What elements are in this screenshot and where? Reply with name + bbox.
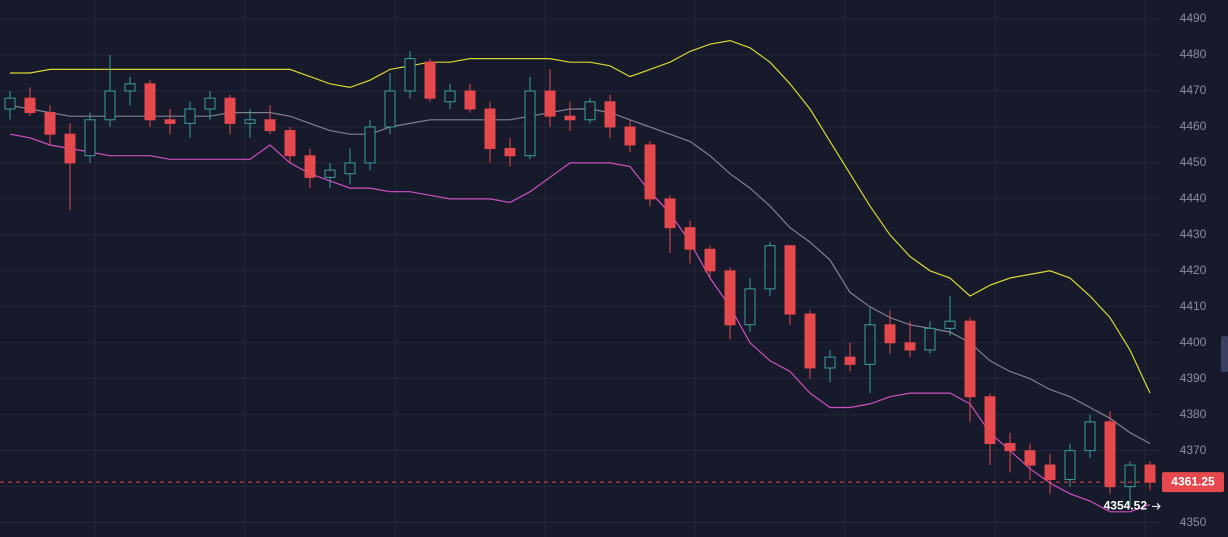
- candle-body: [1144, 464, 1156, 483]
- candle-body: [764, 245, 776, 290]
- last-price-label: 4361.25: [1171, 474, 1215, 488]
- last-price-box: [1162, 472, 1224, 493]
- band-line: [9, 104, 1151, 445]
- candle-body: [824, 356, 836, 369]
- y-tick-label: 4400: [1180, 335, 1207, 349]
- candle-body: [404, 58, 416, 92]
- y-tick-label: 4370: [1180, 443, 1207, 457]
- candle-body: [304, 155, 316, 178]
- y-tick-label: 4430: [1180, 227, 1207, 241]
- candle-body: [864, 324, 876, 365]
- candle-body: [1124, 464, 1136, 488]
- candle-body: [164, 119, 176, 124]
- candle-body: [324, 169, 336, 178]
- candle-body: [1024, 450, 1036, 466]
- candle-body: [624, 126, 636, 146]
- candle-body: [704, 248, 716, 272]
- candle-body: [724, 270, 736, 326]
- candle-body: [604, 101, 616, 128]
- candle-body: [964, 320, 976, 398]
- candle-body: [244, 119, 256, 124]
- candle-body: [384, 90, 396, 128]
- candle-body: [364, 126, 376, 164]
- band-line: [9, 133, 1151, 513]
- candle-body: [644, 144, 656, 200]
- y-tick-label: 4380: [1180, 407, 1207, 421]
- low-marker-label: 4354.52: [1104, 499, 1148, 513]
- candle-body: [284, 130, 296, 157]
- side-tab[interactable]: [1221, 336, 1228, 372]
- y-tick-label: 4350: [1180, 515, 1207, 529]
- candle-body: [184, 108, 196, 124]
- candle-body: [4, 97, 16, 110]
- low-marker-arrow: [1152, 503, 1161, 510]
- candle-body: [884, 324, 896, 344]
- candle-body: [1044, 464, 1056, 480]
- y-tick-label: 4460: [1180, 119, 1207, 133]
- candle-body: [124, 83, 136, 92]
- y-tick-label: 4490: [1180, 11, 1207, 25]
- candle-body: [584, 101, 596, 121]
- candle-body: [904, 342, 916, 351]
- candle-body: [144, 83, 156, 121]
- y-tick-label: 4470: [1180, 83, 1207, 97]
- band-line: [10, 39, 1151, 394]
- candle-body: [924, 327, 936, 351]
- candle-body: [264, 119, 276, 132]
- candle-body: [1084, 421, 1096, 452]
- candle-body: [464, 90, 476, 110]
- candle-body: [504, 148, 516, 157]
- candle-body: [1104, 421, 1116, 488]
- candle-body: [944, 320, 956, 329]
- candle-body: [524, 90, 536, 157]
- candle-body: [44, 112, 56, 135]
- y-tick-label: 4440: [1180, 191, 1207, 205]
- candle-body: [664, 198, 676, 229]
- y-tick-label: 4390: [1180, 371, 1207, 385]
- candle-body: [784, 245, 796, 315]
- time-grid: [94, 0, 1146, 537]
- y-tick-label: 4410: [1180, 299, 1207, 313]
- candle-body: [1064, 450, 1076, 480]
- candle-body: [984, 396, 996, 444]
- candle-body: [84, 119, 96, 157]
- candle-body: [484, 108, 496, 150]
- candle-body: [64, 133, 76, 164]
- candle-body: [224, 97, 236, 124]
- candle-body: [804, 313, 816, 369]
- candle-body: [844, 356, 856, 365]
- y-tick-label: 4450: [1180, 155, 1207, 169]
- candle-body: [564, 115, 576, 121]
- candle-body: [444, 90, 456, 103]
- candle-body: [544, 90, 556, 117]
- candle-body: [344, 162, 356, 175]
- candle-body: [684, 227, 696, 250]
- y-tick-label: 4480: [1180, 47, 1207, 61]
- y-tick-label: 4420: [1180, 263, 1207, 277]
- candle-body: [24, 97, 36, 114]
- candle-body: [104, 90, 116, 121]
- candle-body: [1004, 442, 1016, 452]
- candle-body: [424, 61, 436, 99]
- candle-body: [744, 288, 756, 326]
- candle-body: [204, 97, 216, 110]
